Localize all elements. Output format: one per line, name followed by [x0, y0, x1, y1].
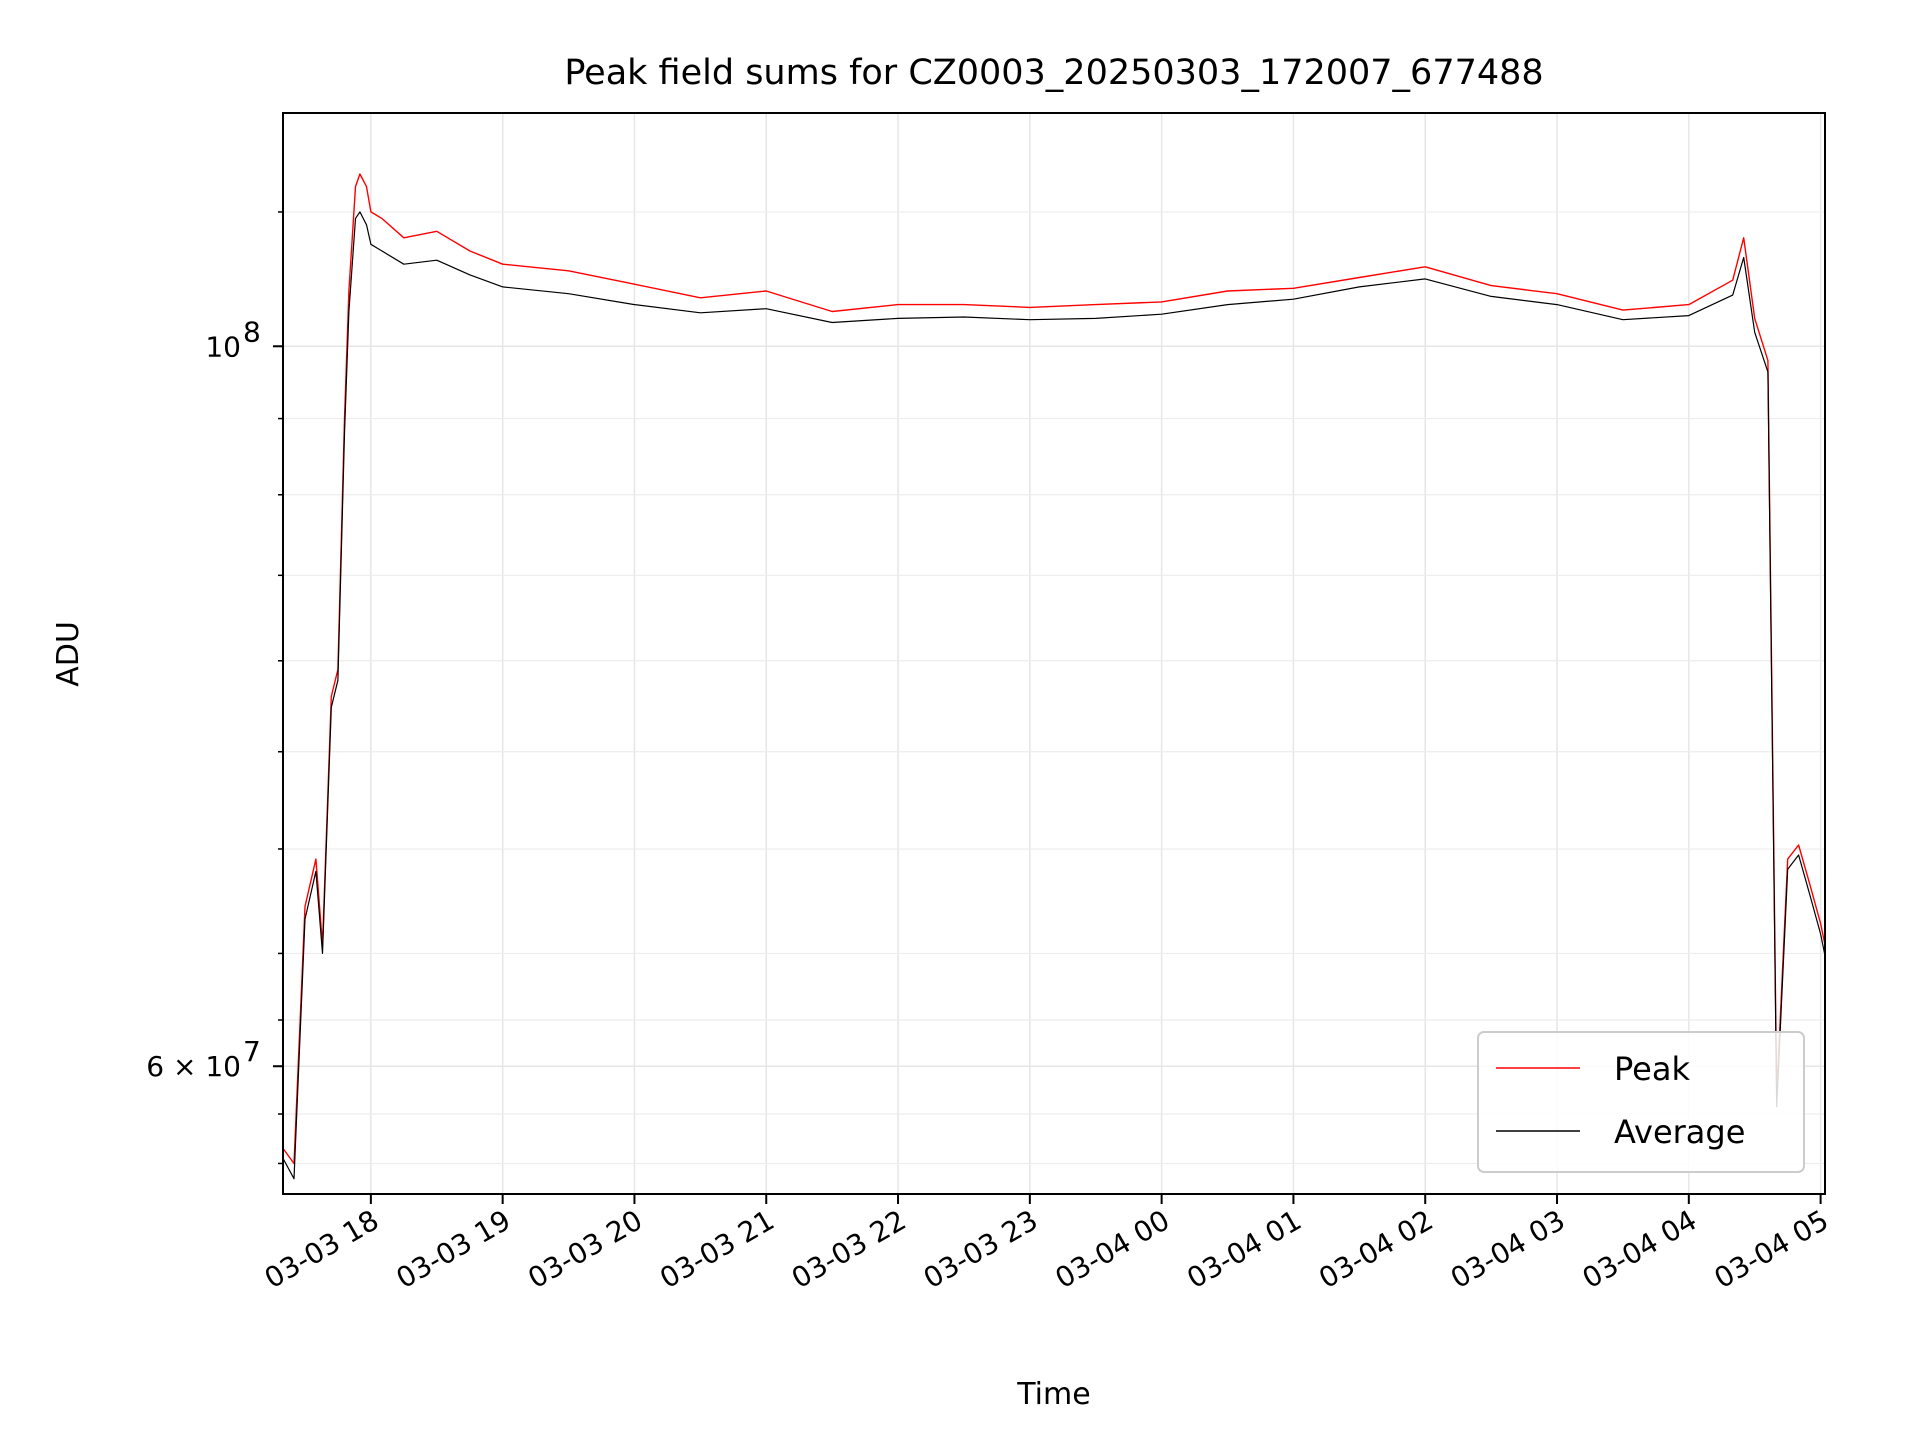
y-axis-label: ADU: [51, 621, 86, 687]
legend-label-average: Average: [1614, 1113, 1745, 1151]
chart-title: Peak field sums for CZ0003_20250303_1720…: [564, 53, 1543, 93]
x-axis-label: Time: [1016, 1377, 1090, 1412]
y-tick-exponent: 7: [243, 1035, 261, 1068]
legend: Peak Average: [1477, 1031, 1805, 1173]
y-axis: 10 8 6 × 10 7: [146, 211, 283, 1165]
series-line-peak: [282, 173, 1826, 1165]
legend-box: [1477, 1031, 1805, 1173]
legend-label-peak: Peak: [1614, 1050, 1690, 1088]
y-tick-label: 6 × 10: [146, 1050, 241, 1083]
series-layer: [282, 173, 1826, 1180]
y-tick-label: 10: [205, 330, 241, 363]
plot-frame: [282, 112, 1826, 1195]
y-tick-exponent: 8: [243, 315, 261, 348]
series-line-average: [282, 211, 1826, 1180]
